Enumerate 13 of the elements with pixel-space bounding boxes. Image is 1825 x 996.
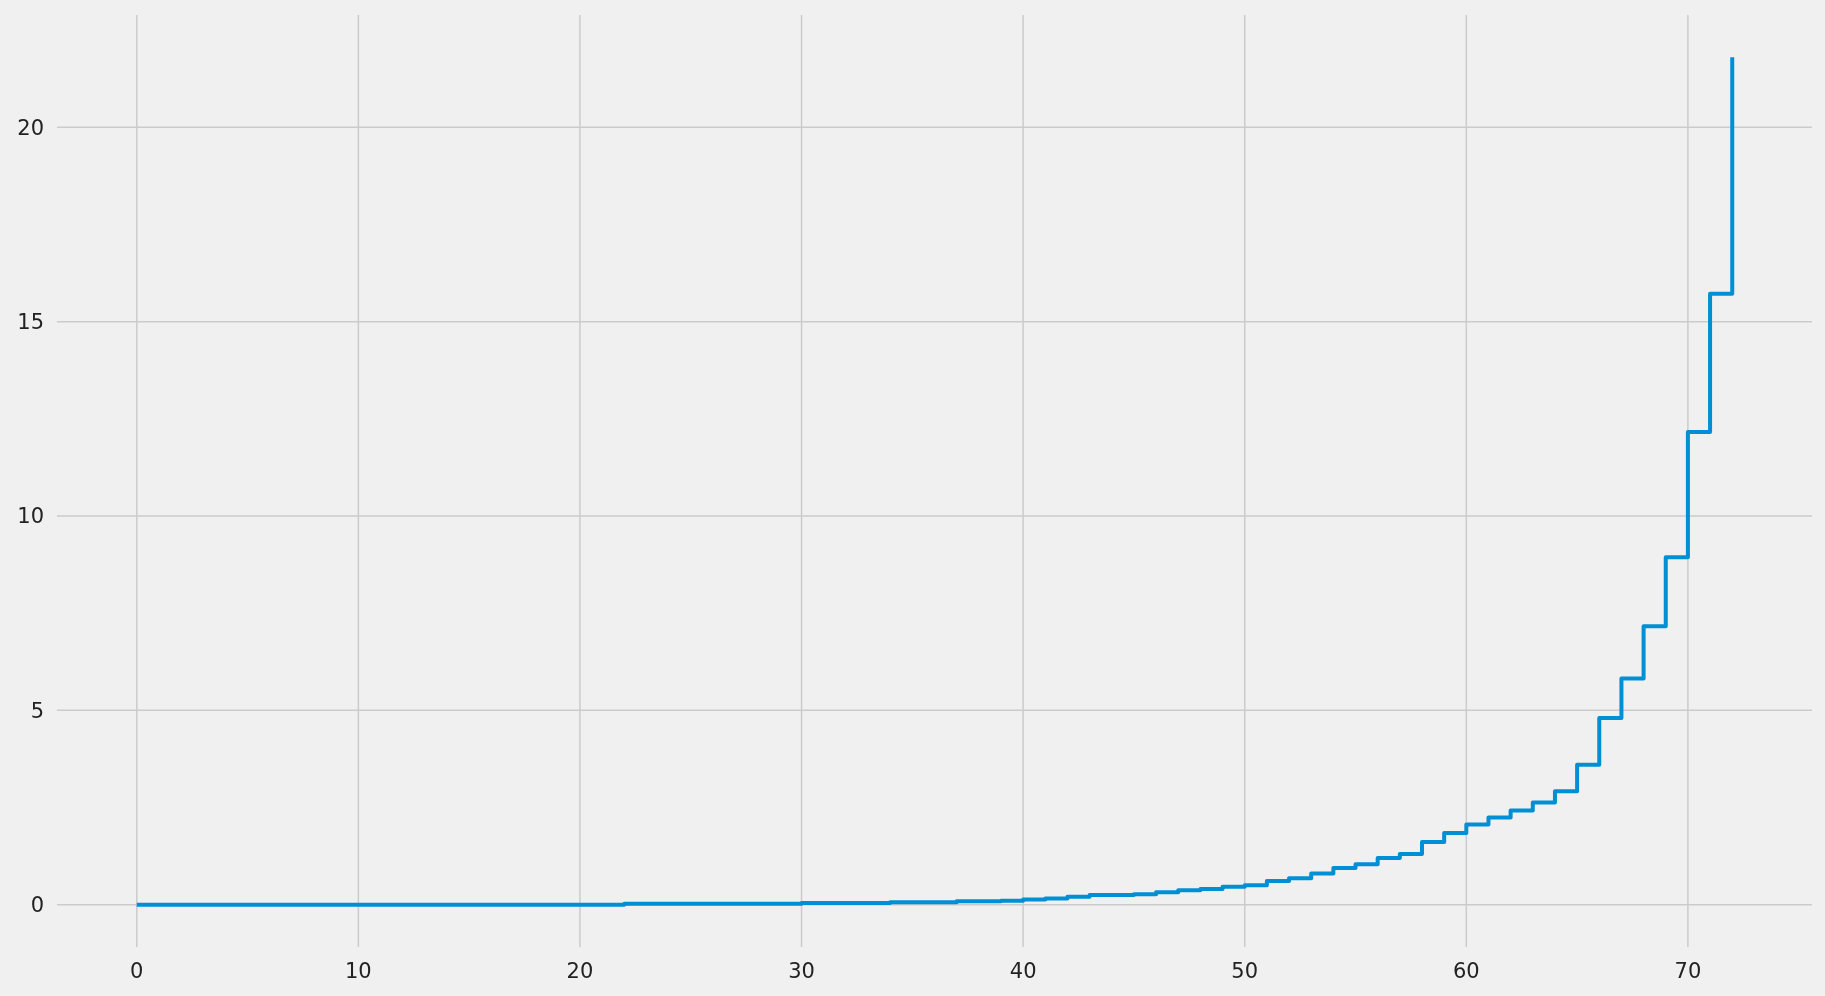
x-tick-label: 60 <box>1452 959 1480 983</box>
y-tick-label: 15 <box>17 310 44 334</box>
y-tick-label: 5 <box>30 698 44 723</box>
x-tick-label: 20 <box>566 959 594 983</box>
x-tick-label: 40 <box>1009 959 1037 983</box>
x-tick-label: 10 <box>345 959 372 983</box>
x-tick-label: 70 <box>1674 959 1702 983</box>
y-tick-label: 20 <box>17 115 44 140</box>
y-tick-label: 0 <box>30 892 44 917</box>
x-tick-label: 30 <box>788 959 815 983</box>
y-tick-label: 10 <box>17 504 44 529</box>
x-tick-label: 0 <box>130 959 144 983</box>
x-tick-label: 50 <box>1231 959 1259 983</box>
